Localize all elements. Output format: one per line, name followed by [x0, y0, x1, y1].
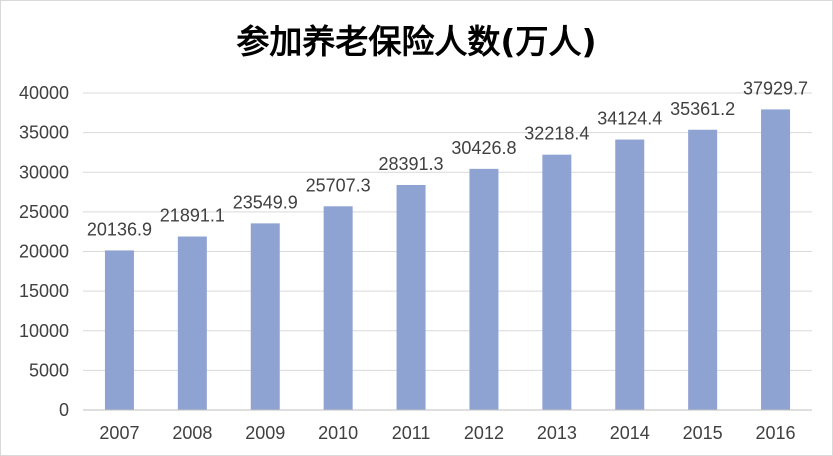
x-tick-label: 2011: [392, 423, 431, 443]
data-label: 20136.9: [87, 219, 152, 239]
bar: [396, 184, 426, 410]
data-label: 35361.2: [670, 99, 735, 119]
data-label: 34124.4: [597, 109, 662, 129]
y-tick-label: 5000: [29, 360, 69, 380]
data-label: 28391.3: [379, 154, 444, 174]
chart-title: 参加养老保险人数(万人): [236, 22, 597, 61]
bar: [250, 223, 280, 410]
bar: [104, 250, 134, 410]
data-label: 23549.9: [233, 192, 298, 212]
y-tick-label: 0: [59, 400, 69, 420]
data-label: 21891.1: [160, 206, 225, 226]
data-label: 32218.4: [524, 124, 589, 144]
x-tick-label: 2010: [318, 423, 358, 443]
bar: [542, 154, 572, 410]
labels: 0 5000 10000 15000 20000 25000 30000 35000 40000…: [19, 78, 808, 443]
x-tick-label: 2012: [464, 423, 504, 443]
x-tick-label: 2007: [99, 423, 139, 443]
x-tick-label: 2015: [683, 423, 723, 443]
bar: [615, 139, 645, 410]
y-tick-label: 30000: [19, 162, 69, 182]
x-tick-label: 2009: [245, 423, 285, 443]
x-tick-label: 2008: [172, 423, 212, 443]
bars: [104, 109, 791, 410]
bar: [761, 109, 791, 410]
data-label: 37929.7: [743, 78, 808, 98]
bar: [323, 206, 353, 410]
y-tick-label: 10000: [19, 321, 69, 341]
y-tick-label: 15000: [19, 281, 69, 301]
y-tick-label: 25000: [19, 202, 69, 222]
y-tick-label: 35000: [19, 123, 69, 143]
bar: [688, 129, 718, 410]
y-tick-label: 20000: [19, 242, 69, 262]
x-tick-label: 2016: [756, 423, 796, 443]
bar: [177, 236, 207, 410]
y-tick-label: 40000: [19, 83, 69, 103]
x-tick-label: 2013: [537, 423, 577, 443]
data-label: 25707.3: [306, 175, 371, 195]
data-label: 30426.8: [451, 138, 516, 158]
bar: [469, 168, 499, 410]
x-tick-label: 2014: [610, 423, 650, 443]
